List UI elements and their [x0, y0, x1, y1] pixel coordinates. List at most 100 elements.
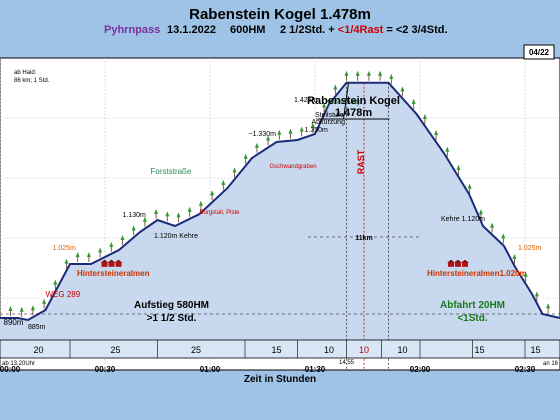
tree-crown [176, 212, 181, 218]
tree-crown [210, 190, 215, 196]
segment-title: Abfahrt 20HM [440, 300, 505, 311]
tree-crown [490, 222, 495, 228]
profile-label: Hintersteineralmen1.020m [427, 269, 527, 278]
profile-label: 1.025m [518, 245, 542, 252]
tree-markers [8, 70, 551, 317]
tree-crown [86, 252, 91, 257]
tree-crown [523, 271, 528, 277]
tree-crown [501, 233, 506, 239]
time-row-value: 15 [530, 345, 540, 355]
time-row-value: 10 [324, 345, 334, 355]
x-tick-label: 00:30 [95, 365, 116, 374]
hut-roof-icon [454, 259, 462, 263]
badge-box [523, 44, 555, 60]
tree-crown [266, 135, 271, 141]
badge-label: 04/22 [529, 48, 550, 57]
profile-label: ~1.330m [249, 131, 277, 138]
subtitle-rast: <1/4Rast [338, 24, 384, 36]
start-note-line2: 86 km; 1 Std. [14, 78, 50, 84]
hut-icon [115, 262, 122, 267]
tree-crown [534, 291, 539, 297]
subtitle-hm: 600HM [230, 24, 265, 36]
x-axis-label: Zeit in Stunden [244, 374, 316, 385]
hut-roof-icon [447, 259, 455, 263]
tree-crown [277, 129, 282, 135]
profile-line [0, 81, 560, 322]
subtitle-time-tail: = <2 3/4Std. [383, 24, 447, 36]
x-tick-label: 02:30 [515, 365, 536, 374]
tree-crown [355, 70, 360, 76]
profile-label: Hintersteineralmen [77, 269, 150, 278]
tree-crown [64, 258, 69, 264]
x-tick-label: 00:00 [0, 365, 21, 374]
distance-label: 11km [355, 235, 373, 242]
x-tick-label: 01:00 [200, 365, 221, 374]
tree-crown [187, 206, 192, 212]
time-row-end: an 16 [543, 361, 559, 367]
tree-crown [299, 126, 304, 132]
rast-label: RAST [356, 149, 366, 174]
tree-crown [411, 98, 416, 104]
hut-icon [448, 262, 454, 267]
tree-crown [42, 298, 47, 304]
profile-label: WEG 289 [46, 290, 81, 299]
tree-crown [389, 73, 394, 79]
peak-name-label: Rabenstein Kogel [307, 95, 400, 107]
tree-crown [456, 164, 461, 170]
segment-duration: <1Std. [457, 313, 488, 324]
profile-label: 890m [4, 318, 24, 327]
tree-crown [232, 167, 237, 173]
tree-crown [400, 86, 405, 92]
segment-duration: >1 1/2 Std. [147, 313, 197, 324]
hut-roof-icon [461, 259, 469, 263]
svg-text:2 1/2Std. + <1/4Rast = <2 3/4S: 2 1/2Std. + <1/4Rast = <2 3/4Std. [280, 24, 448, 36]
tree-crown [378, 70, 383, 76]
tree-crown [322, 102, 327, 108]
tree-crown [254, 142, 259, 148]
tree-crown [288, 128, 293, 134]
profile-label: Gschwandgraben [270, 164, 317, 170]
hut-roof-icon [107, 259, 116, 263]
hut-icon [101, 262, 108, 267]
tree-crown [30, 305, 35, 311]
time-row-value: 25 [191, 345, 201, 355]
tree-crown [366, 70, 371, 76]
tree-crown [243, 153, 248, 159]
tree-crown [344, 70, 349, 76]
profile-label: 1.350m [305, 127, 329, 134]
tree-crown [512, 254, 517, 259]
profile-area [0, 82, 560, 347]
bottom-time-row: 20 25 25 15 10 10 10 15 15 ab 13.20Uhr 14.55 an 16 [0, 339, 560, 367]
time-row-mid: 14.55 [339, 360, 355, 366]
profile-label: 1.425m [294, 97, 318, 104]
tree-crown [434, 130, 439, 135]
tree-crown [8, 306, 13, 311]
tree-crown [109, 241, 114, 247]
profile-label: Kahlschlag [326, 99, 360, 106]
profile-label: 1.120m Kehre [154, 233, 198, 240]
peak-elevation-label: 1.478m [335, 107, 373, 119]
hut-roof-icon [100, 259, 109, 263]
tree-crown [142, 216, 147, 222]
profile-label: 1.130m [123, 212, 147, 219]
time-row-value: 15 [474, 345, 484, 355]
x-tick-label: 01:30 [305, 365, 326, 374]
subtitle: Pyhrnpass 13.1.2022 600HM 2 1/2Std. + <1… [104, 24, 448, 36]
tree-crown [467, 183, 472, 189]
tree-crown [154, 208, 159, 214]
segment-title: Aufstieg 580HM [134, 300, 209, 311]
tree-crown [165, 211, 170, 217]
tree-crown [445, 146, 450, 152]
tree-crown [310, 122, 315, 128]
time-row-value: 10 [359, 345, 369, 355]
subtitle-time-main: 2 1/2Std. + [280, 24, 338, 36]
peak-pointer [343, 82, 349, 120]
profile-label: 1.025m [53, 245, 77, 252]
profile-label: Burgstall, Piste [200, 210, 241, 216]
time-row-value: 20 [33, 345, 43, 355]
tree-crown [198, 200, 203, 206]
hut-icon [455, 262, 461, 267]
start-note-line1: ab Haid: [14, 70, 37, 76]
